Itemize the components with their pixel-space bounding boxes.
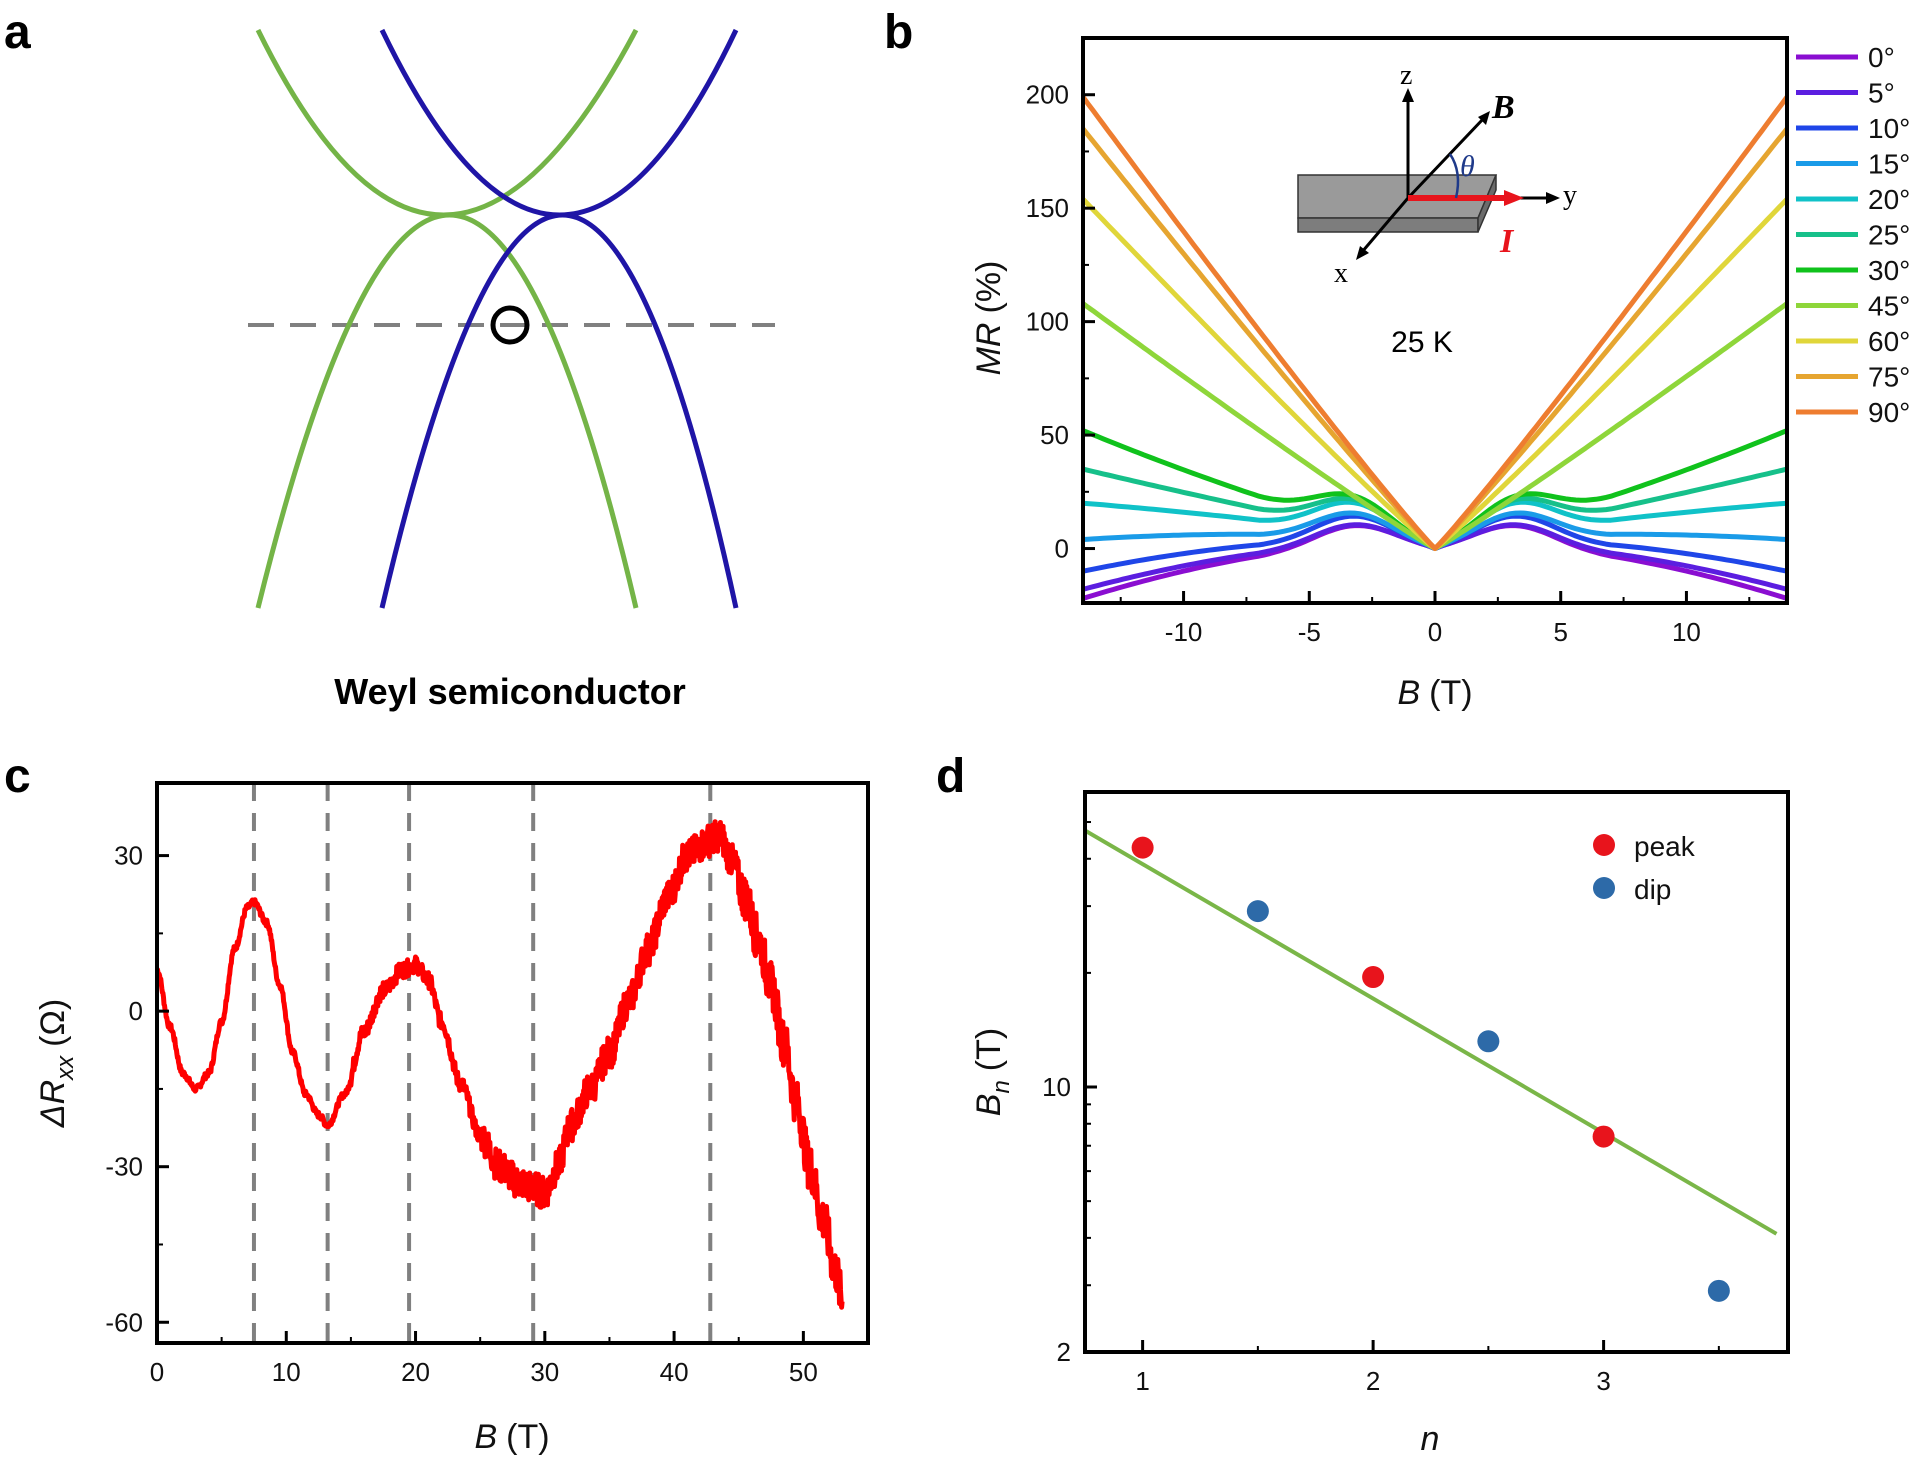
x-label: x bbox=[1334, 258, 1348, 289]
legend-marker bbox=[1593, 834, 1615, 856]
chart-c: 0 10 20 30 40 50 -60 -30 0 30 B (T) ΔRxx(Ω) bbox=[34, 781, 870, 1456]
chart-d-xlabel: n bbox=[1421, 1420, 1440, 1458]
band-diagram: Weyl semiconductor bbox=[248, 28, 775, 712]
chart-d-xtick-label: 2 bbox=[1366, 1366, 1380, 1396]
panel-a-caption: Weyl semiconductor bbox=[334, 671, 685, 712]
theta-label: θ bbox=[1460, 150, 1475, 183]
legend-label: 75° bbox=[1868, 362, 1910, 393]
mr-curve-20deg bbox=[1082, 499, 1788, 551]
valence-band-green bbox=[255, 212, 639, 609]
peak-point bbox=[1362, 966, 1385, 989]
legend-marker bbox=[1593, 877, 1615, 899]
chart-d-xtick-label: 3 bbox=[1596, 1366, 1610, 1396]
chart-c-ytick-label: -30 bbox=[105, 1152, 143, 1182]
chart-c-xtick-label: 40 bbox=[660, 1357, 689, 1387]
linear-fit-line bbox=[1083, 828, 1778, 1236]
legend-label: 30° bbox=[1868, 255, 1910, 286]
z-arrow-head bbox=[1402, 88, 1414, 102]
temperature-annotation: 25 K bbox=[1391, 326, 1453, 359]
chart-b-xtick-label: 0 bbox=[1428, 617, 1442, 647]
mr-curve-90deg bbox=[1080, 95, 1790, 551]
chart-c-xtick-label: 0 bbox=[150, 1357, 164, 1387]
panel-label-d: d bbox=[936, 750, 965, 803]
legend-label: 20° bbox=[1868, 184, 1910, 215]
chart-c-ylabel: ΔRxx(Ω) bbox=[34, 999, 79, 1128]
legend-label: 15° bbox=[1868, 149, 1910, 180]
chart-c-xtick-label: 30 bbox=[530, 1357, 559, 1387]
b-field-arrow bbox=[1406, 116, 1486, 200]
x-arrow-head bbox=[1356, 246, 1369, 260]
chart-b-xtick-label: -10 bbox=[1165, 617, 1203, 647]
mr-curve-30deg bbox=[1082, 428, 1788, 551]
sample-slab-edge bbox=[1477, 174, 1497, 233]
b-field-arrow-head bbox=[1478, 111, 1490, 125]
chart-d: 1 2 3 2 10 peak dip n Bn(T) bbox=[970, 790, 1790, 1458]
chart-b-xtick-label: 5 bbox=[1553, 617, 1567, 647]
chart-d-xtick-label: 1 bbox=[1135, 1366, 1149, 1396]
chart-c-frame bbox=[155, 781, 870, 1345]
chart-b-ytick-label: 200 bbox=[1026, 80, 1069, 110]
chart-b-xtick-label: -5 bbox=[1298, 617, 1321, 647]
chart-b-ytick-label: 100 bbox=[1026, 307, 1069, 337]
chart-c-ytick-label: -60 bbox=[105, 1307, 143, 1337]
current-label: I bbox=[1499, 223, 1515, 260]
chart-c-xtick-label: 10 bbox=[272, 1357, 301, 1387]
peak-point bbox=[1131, 836, 1154, 859]
peak-point bbox=[1592, 1125, 1615, 1148]
legend-label: 60° bbox=[1868, 326, 1910, 357]
chart-b-xtick-label: 10 bbox=[1672, 617, 1701, 647]
chart-b-xlabel: B (T) bbox=[1397, 674, 1472, 712]
chart-d-frame bbox=[1083, 790, 1790, 1354]
chart-c-ytick-label: 0 bbox=[129, 996, 143, 1026]
y-label: y bbox=[1563, 180, 1577, 211]
legend-label: 5° bbox=[1868, 78, 1895, 109]
mr-curve-60deg bbox=[1081, 197, 1789, 551]
chart-c-xtick-label: 50 bbox=[789, 1357, 818, 1387]
theta-arc bbox=[1448, 153, 1460, 199]
y-arrow-head bbox=[1546, 192, 1560, 204]
chart-b-ytick-label: 0 bbox=[1055, 534, 1069, 564]
legend-label: 0° bbox=[1868, 42, 1895, 73]
chart-c-ytick-label: 30 bbox=[114, 841, 143, 871]
dip-point bbox=[1477, 1030, 1500, 1053]
legend-label: 90° bbox=[1868, 397, 1910, 428]
chart-b-ylabel: MR(%) bbox=[970, 261, 1008, 376]
x-axis-arrow bbox=[1360, 197, 1410, 253]
valence-band-blue bbox=[379, 212, 739, 609]
conduction-band-green bbox=[255, 28, 639, 218]
delta-rxx-trace bbox=[155, 819, 845, 1310]
panel-label-c: c bbox=[4, 750, 31, 803]
mr-curve-15deg bbox=[1082, 510, 1788, 551]
chart-d-ytick-label: 2 bbox=[1057, 1337, 1071, 1367]
chart-b-frame bbox=[1081, 36, 1789, 605]
chart-c-xtick-label: 20 bbox=[401, 1357, 430, 1387]
b-field-label: B bbox=[1491, 89, 1515, 126]
dip-point bbox=[1707, 1279, 1730, 1302]
legend-label: peak bbox=[1634, 831, 1696, 862]
current-arrow-head bbox=[1504, 190, 1524, 206]
chart-d-ytick-label: 10 bbox=[1042, 1072, 1071, 1102]
z-label: z bbox=[1400, 60, 1412, 91]
conduction-band-blue bbox=[379, 28, 739, 218]
panel-label-a: a bbox=[4, 6, 31, 59]
panel-label-b: b bbox=[884, 6, 913, 59]
weyl-point-circle bbox=[490, 305, 530, 345]
legend-label: 45° bbox=[1868, 291, 1910, 322]
dip-point bbox=[1246, 900, 1269, 923]
chart-b-ytick-label: 50 bbox=[1040, 420, 1069, 450]
chart-c-xlabel: B (T) bbox=[474, 1418, 549, 1456]
chart-d-ylabel: Bn(T) bbox=[970, 1028, 1015, 1116]
legend-label: 25° bbox=[1868, 220, 1910, 251]
measurement-geometry-inset: z y x B I θ bbox=[1297, 60, 1577, 289]
chart-b-ytick-label: 150 bbox=[1026, 193, 1069, 223]
legend-label: 10° bbox=[1868, 113, 1910, 144]
legend-label: dip bbox=[1634, 874, 1671, 905]
